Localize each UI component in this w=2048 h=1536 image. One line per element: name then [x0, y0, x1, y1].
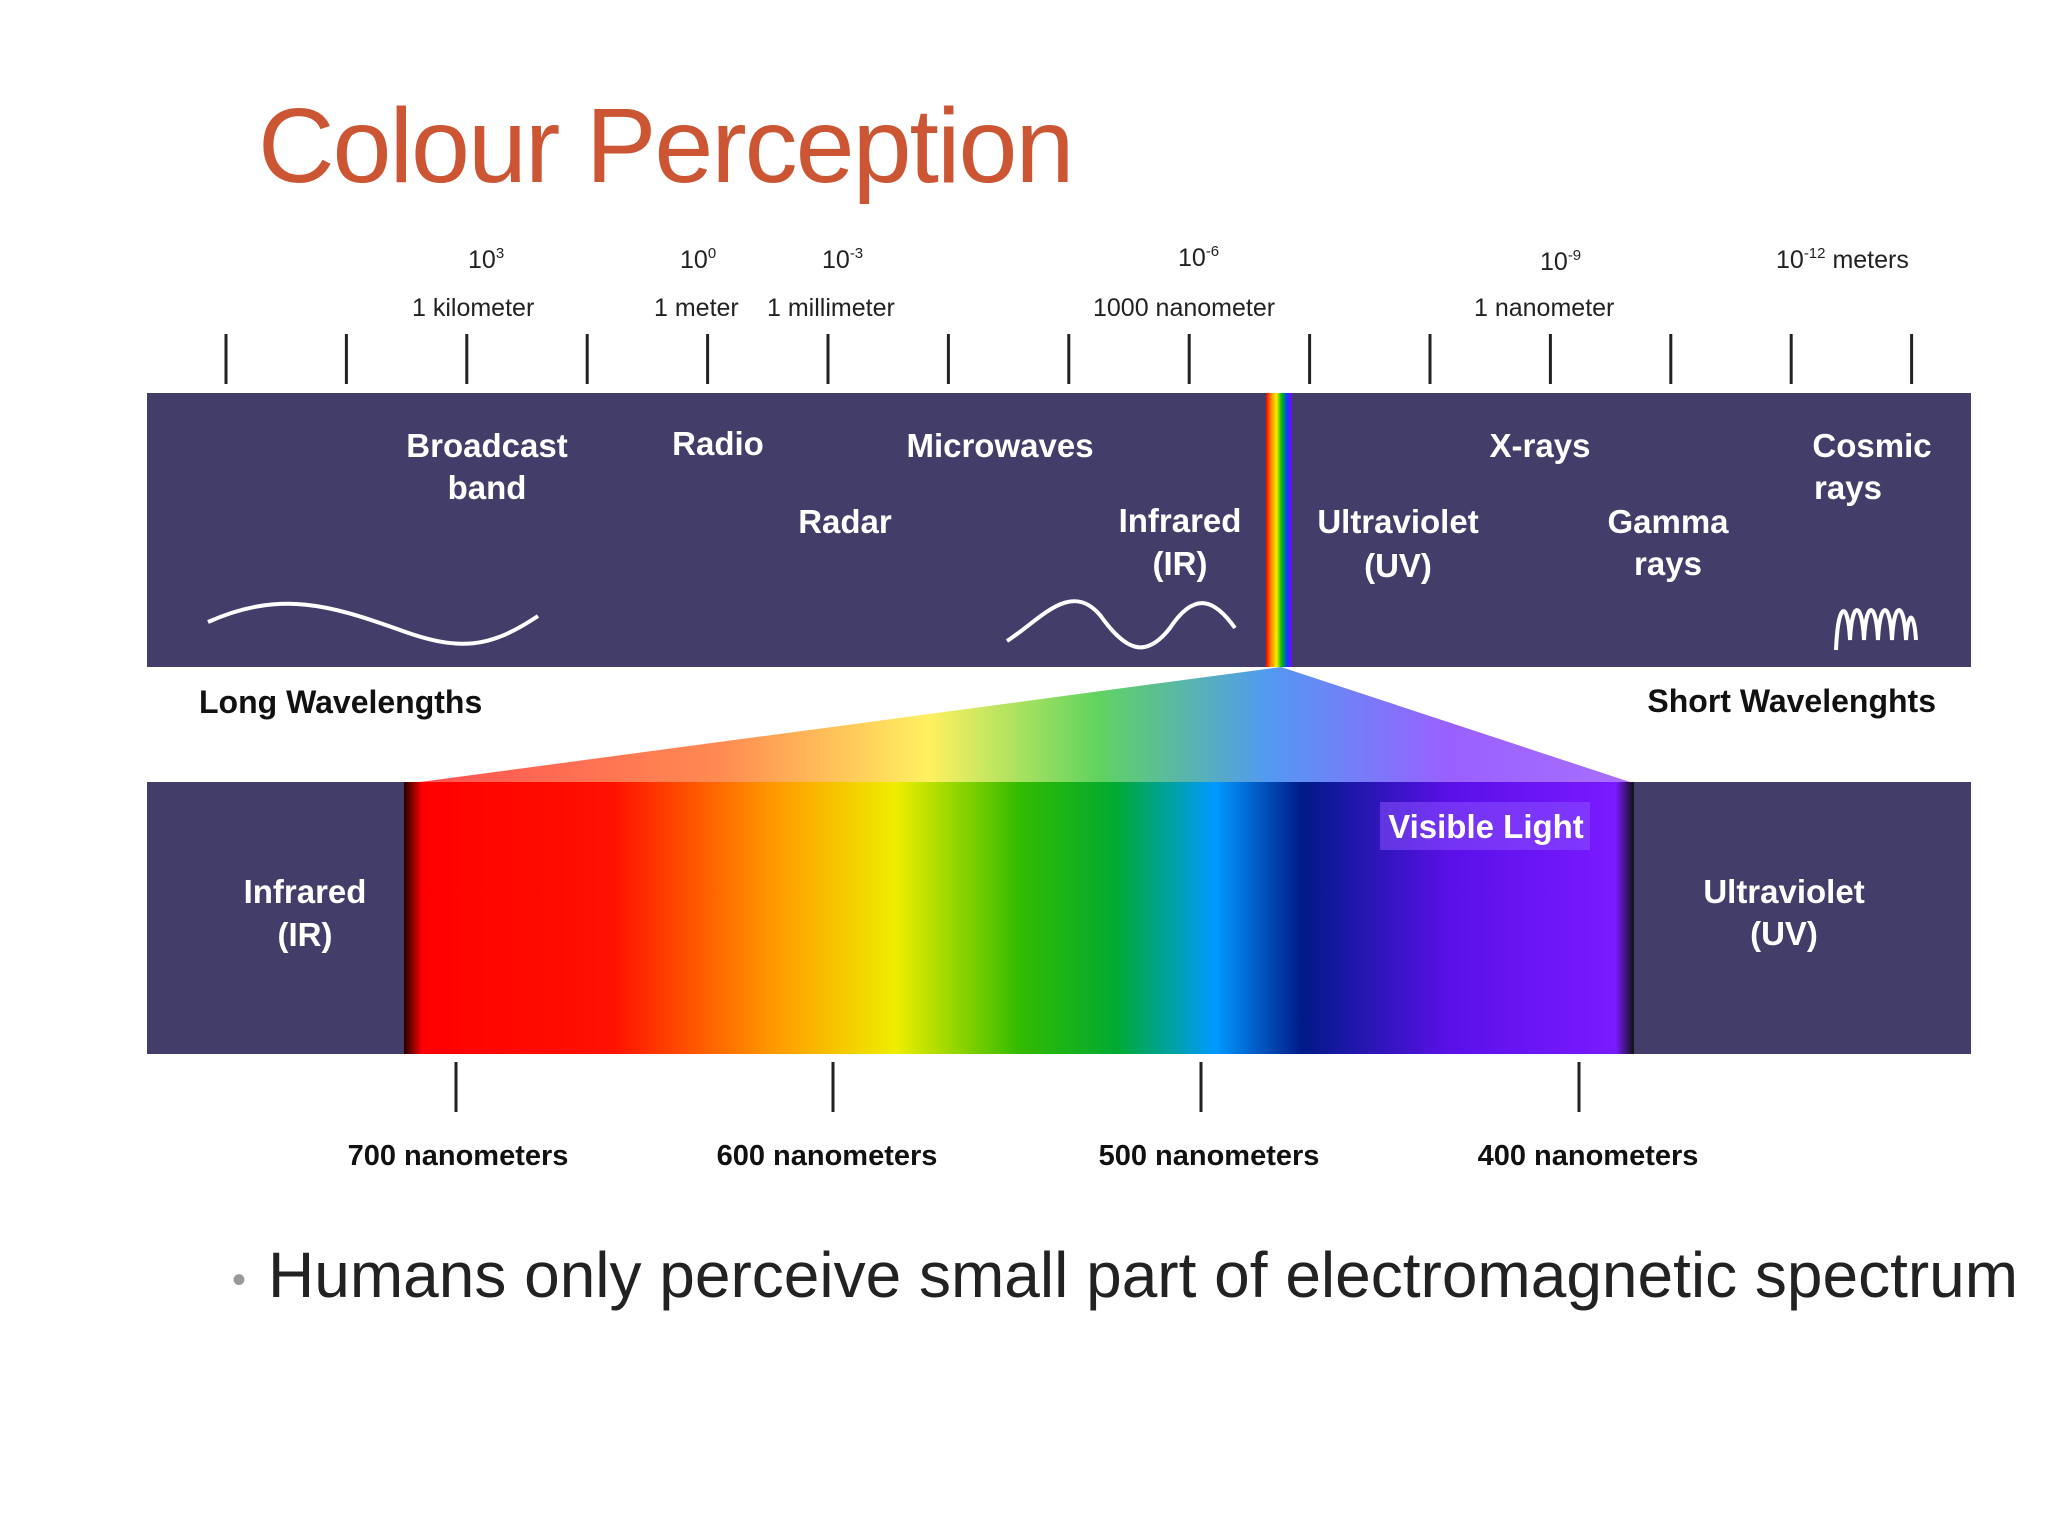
band-broadcast: Broadcast	[406, 427, 567, 464]
band-gamma: Gamma	[1607, 503, 1729, 540]
nm-label-400: 400 nanometers	[1478, 1140, 1699, 1172]
scale-unit-1000-nanometer: 1000 nanometer	[1093, 294, 1275, 322]
scale-ticks	[224, 334, 1914, 384]
bullet-point: • Humans only perceive small part of elec…	[232, 1238, 2018, 1312]
long-wave-icon	[207, 601, 540, 646]
scale-unit-millimeter: 1 millimeter	[767, 294, 895, 322]
band-ultraviolet: Ultraviolet	[1317, 503, 1478, 540]
visible-light-label-bg	[1380, 802, 1590, 850]
short-wavelengths-label: Short Wavelenghts	[1647, 683, 1936, 719]
slide-title: Colour Perception	[258, 87, 1074, 205]
scale-exp-0: 103	[468, 245, 504, 274]
scale-exponents: 103 100 10-3 10-6 10-9 10-12 meters	[468, 243, 1909, 276]
scale-unit-meter: 1 meter	[654, 294, 739, 322]
visible-infrared-abbr: (IR)	[278, 916, 333, 953]
band-xrays: X-rays	[1490, 427, 1591, 464]
scale-exp-5: 10-12 meters	[1776, 245, 1909, 274]
visible-light-expansion	[420, 667, 1630, 782]
scale-unit-nanometer: 1 nanometer	[1474, 294, 1614, 322]
bullet-text: Humans only perceive small part of elect…	[268, 1239, 2019, 1311]
band-ultraviolet-abbr: (UV)	[1364, 547, 1432, 584]
nm-label-700: 700 nanometers	[348, 1140, 569, 1172]
visible-infrared-label: Infrared	[244, 873, 367, 910]
band-cosmic: Cosmic	[1812, 427, 1931, 464]
band-broadcast-line2: band	[448, 469, 527, 506]
nm-label-600: 600 nanometers	[717, 1140, 938, 1172]
visible-ultraviolet-label: Ultraviolet	[1703, 873, 1864, 910]
band-cosmic-line2: rays	[1814, 469, 1882, 506]
visible-light-strip	[1266, 393, 1292, 667]
scale-unit-kilometer: 1 kilometer	[412, 294, 534, 322]
band-gamma-line2: rays	[1634, 545, 1702, 582]
scale-exp-2: 10-3	[822, 245, 863, 274]
scale-exp-4: 10-9	[1540, 247, 1581, 276]
visible-light-label: Visible Light	[1388, 808, 1584, 845]
scale-exp-1: 100	[680, 245, 716, 274]
band-infrared-abbr: (IR)	[1153, 545, 1208, 582]
band-radio: Radio	[672, 425, 764, 462]
nm-label-500: 500 nanometers	[1099, 1140, 1320, 1172]
band-microwaves: Microwaves	[906, 427, 1093, 464]
em-spectrum-band	[147, 393, 1971, 667]
band-radar: Radar	[798, 503, 892, 540]
short-wave-icon	[1834, 608, 1918, 651]
medium-wave-icon	[1005, 599, 1237, 650]
band-infrared: Infrared	[1119, 502, 1242, 539]
visible-ultraviolet-abbr: (UV)	[1750, 915, 1818, 952]
nm-ticks	[454, 1062, 1581, 1112]
scale-exp-3: 10-6	[1178, 243, 1219, 272]
bullet-dot-icon: •	[232, 1257, 247, 1302]
long-wavelengths-label: Long Wavelengths	[199, 684, 482, 720]
scale-units: 1 kilometer 1 meter 1 millimeter 1000 na…	[412, 294, 1614, 322]
